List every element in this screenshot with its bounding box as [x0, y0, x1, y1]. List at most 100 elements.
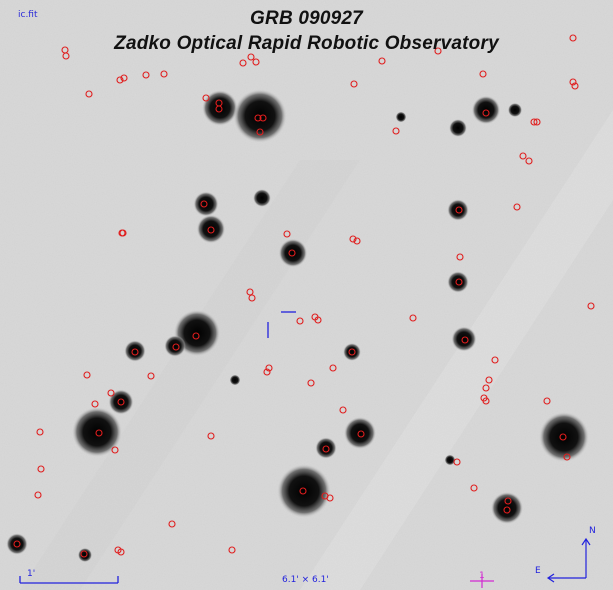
catalog-marker: [202, 94, 210, 102]
catalog-marker: [228, 546, 236, 554]
catalog-marker: [299, 487, 307, 495]
catalog-marker: [117, 398, 125, 406]
compass-north-label: N: [589, 526, 596, 536]
catalog-marker: [329, 364, 337, 372]
catalog-marker: [455, 278, 463, 286]
catalog-marker: [107, 389, 115, 397]
image-title: GRB 090927: [250, 8, 363, 29]
catalog-marker: [172, 343, 180, 351]
catalog-marker: [378, 57, 386, 65]
scale-bar-label: 1': [27, 569, 36, 579]
catalog-marker: [288, 249, 296, 257]
star: [449, 119, 467, 137]
catalog-marker: [482, 109, 490, 117]
star: [490, 491, 524, 525]
catalog-marker: [259, 114, 267, 122]
scale-bar: [19, 576, 119, 584]
catalog-marker: [147, 372, 155, 380]
catalog-marker: [252, 58, 260, 66]
catalog-marker: [485, 376, 493, 384]
catalog-marker: [111, 446, 119, 454]
catalog-marker: [349, 235, 357, 243]
compass-arrows: [546, 537, 591, 583]
catalog-marker: [117, 548, 125, 556]
catalog-marker: [357, 430, 365, 438]
catalog-marker: [263, 368, 271, 376]
catalog-marker: [239, 59, 247, 67]
catalog-marker: [350, 80, 358, 88]
star: [277, 464, 331, 518]
stars: [6, 89, 590, 563]
catalog-marker: [296, 317, 304, 325]
catalog-marker: [571, 82, 579, 90]
catalog-marker: [569, 78, 577, 86]
catalog-marker: [326, 494, 334, 502]
star: [196, 214, 226, 244]
catalog-marker: [116, 76, 124, 84]
catalog-marker: [533, 118, 541, 126]
catalog-marker: [479, 70, 487, 78]
catalog-marker: [569, 34, 577, 42]
catalog-marker: [13, 540, 21, 548]
catalog-marker: [519, 152, 527, 160]
star: [229, 374, 241, 386]
catalog-marker: [504, 497, 512, 505]
catalog-marker: [348, 348, 356, 356]
catalog-marker: [142, 71, 150, 79]
star: [451, 326, 477, 352]
image-subtitle: Zadko Optical Rapid Robotic Observatory: [114, 33, 499, 54]
star: [202, 90, 238, 126]
catalog-marker: [95, 429, 103, 437]
catalog-marker: [587, 302, 595, 310]
catalog-marker: [85, 90, 93, 98]
catalog-marker: [322, 445, 330, 453]
star: [444, 454, 456, 466]
catalog-marker: [392, 127, 400, 135]
catalog-marker: [434, 47, 442, 55]
catalog-marker: [503, 506, 511, 514]
field-of-view-label: 6.1' × 6.1': [282, 575, 329, 585]
star: [124, 340, 146, 362]
catalog-marker: [559, 433, 567, 441]
magenta-marker-label: 1: [479, 571, 485, 581]
catalog-marker: [453, 458, 461, 466]
catalog-marker: [339, 406, 347, 414]
catalog-marker: [207, 226, 215, 234]
catalog-marker: [192, 332, 200, 340]
catalog-marker: [248, 294, 256, 302]
catalog-marker: [455, 206, 463, 214]
catalog-marker: [168, 520, 176, 528]
catalog-marker: [120, 74, 128, 82]
catalog-marker: [283, 230, 291, 238]
star: [447, 271, 469, 293]
catalog-marker: [36, 428, 44, 436]
catalog-marker: [563, 453, 571, 461]
star: [108, 389, 134, 415]
star: [343, 343, 361, 361]
star: [538, 411, 590, 463]
catalog-marker: [254, 114, 262, 122]
catalog-marker: [215, 105, 223, 113]
catalog-marker: [34, 491, 42, 499]
catalog-marker: [265, 364, 273, 372]
catalog-marker: [491, 356, 499, 364]
catalog-marker: [353, 237, 361, 245]
catalog-marker: [513, 203, 521, 211]
catalog-marker: [456, 253, 464, 261]
catalog-marker: [246, 288, 254, 296]
catalog-marker: [307, 379, 315, 387]
catalog-marker: [409, 314, 417, 322]
star: [447, 199, 469, 221]
star: [253, 189, 271, 207]
sky-band-light: [300, 110, 613, 590]
star: [164, 335, 186, 357]
catalog-marker: [482, 384, 490, 392]
catalog-marker: [80, 550, 88, 558]
catalog-marker: [247, 53, 255, 61]
catalog-marker: [160, 70, 168, 78]
catalog-markers: [13, 34, 595, 558]
star: [71, 406, 123, 458]
file-name: ic.fit: [18, 10, 38, 20]
catalog-marker: [470, 484, 478, 492]
